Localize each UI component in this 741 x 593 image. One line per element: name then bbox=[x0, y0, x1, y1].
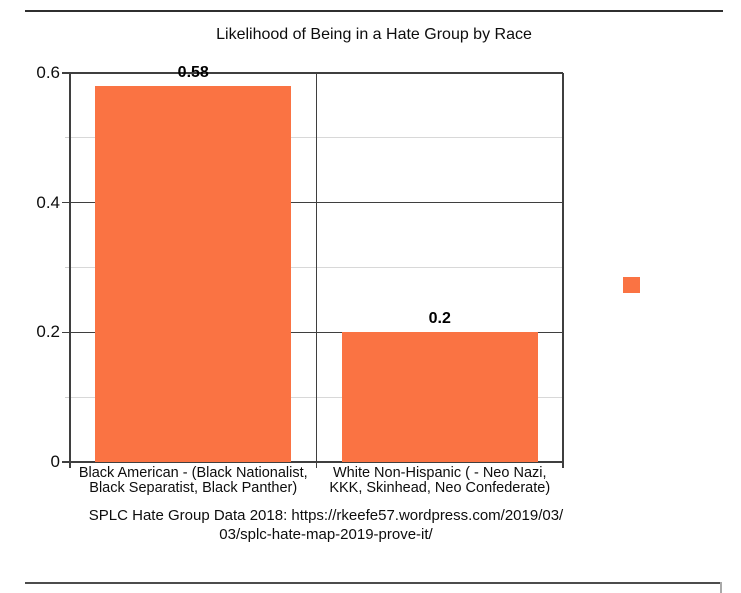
y-axis-tick bbox=[62, 461, 70, 463]
source-caption-line-1: SPLC Hate Group Data 2018: https://rkeef… bbox=[88, 507, 564, 524]
x-axis-tick bbox=[315, 462, 318, 468]
plot-frame-vertical bbox=[562, 73, 564, 462]
y-axis-minor-tick bbox=[65, 267, 70, 268]
y-axis-minor-tick bbox=[65, 137, 70, 139]
y-axis-tick-label: 0.2 bbox=[36, 322, 60, 342]
bar-value-label: 0.2 bbox=[428, 310, 451, 328]
plot-area: 0 0.2 0.4 0.6 0.58 Black American - (Black Na… bbox=[36, 64, 564, 496]
y-axis-tick bbox=[62, 201, 70, 204]
bar-1 bbox=[341, 332, 538, 462]
bottom-divider bbox=[25, 582, 721, 584]
x-axis-category-label: Black American - (Black Nationalist, Blac… bbox=[70, 466, 317, 496]
top-divider bbox=[25, 10, 723, 12]
y-axis-tick bbox=[62, 72, 70, 74]
x-axis-category-label-line: Black American - (Black Nationalist, bbox=[78, 465, 308, 481]
plot-frame-vertical bbox=[315, 73, 318, 462]
x-axis-category-label-line: Black Separatist, Black Panther) bbox=[89, 480, 298, 496]
bar-0 bbox=[95, 85, 292, 462]
source-caption-line-2: 03/splc-hate-map-2019-prove-it/ bbox=[219, 526, 433, 543]
x-axis-category-label: White Non-Hispanic ( - Neo Nazi, KKK, Ski… bbox=[317, 466, 564, 496]
x-axis-tick bbox=[562, 462, 564, 468]
bottom-divider-corner-tick bbox=[720, 582, 722, 593]
y-axis-tick-label: 0.4 bbox=[36, 192, 60, 212]
x-axis-category-label-line: White Non-Hispanic ( - Neo Nazi, bbox=[332, 465, 547, 481]
x-axis-tick bbox=[69, 462, 71, 468]
x-axis-category-label-line: KKK, Skinhead, Neo Confederate) bbox=[329, 480, 551, 496]
y-axis-tick-label: 0.6 bbox=[36, 63, 60, 82]
source-caption: SPLC Hate Group Data 2018: https://rkeef… bbox=[70, 506, 582, 544]
chart-title: Likelihood of Being in a Hate Group by R… bbox=[216, 26, 532, 43]
legend-swatch bbox=[623, 277, 640, 293]
y-axis-line bbox=[69, 73, 71, 462]
bar-value-label: 0.58 bbox=[177, 63, 209, 81]
y-axis-tick bbox=[62, 331, 70, 334]
y-axis-tick-label: 0 bbox=[50, 452, 60, 471]
y-axis-minor-tick bbox=[65, 396, 70, 398]
